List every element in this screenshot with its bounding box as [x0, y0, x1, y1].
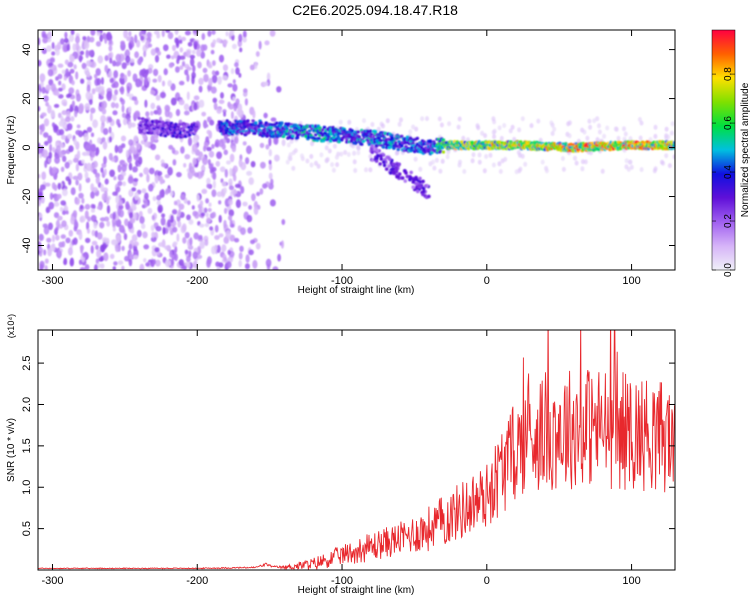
snr-x-axis-label: Height of straight line (km) [298, 585, 415, 596]
spectrogram-y-axis-label: Frequency (Hz) [6, 116, 17, 185]
snr-series-line [38, 330, 675, 570]
colorbar-tick-label: 0.6 [723, 116, 734, 130]
colorbar-tick-label: 0.2 [723, 214, 734, 228]
y-tick-label: -20 [21, 189, 33, 205]
x-tick-label: 100 [622, 575, 640, 587]
snr-frame [37, 329, 676, 571]
x-tick-label: -100 [331, 275, 353, 287]
x-tick-label: -200 [186, 275, 208, 287]
snr-y-axis-label: SNR (10 * v/v) [6, 418, 17, 482]
snr-panel: -300 -200 -100 0 100 0.5 1.0 1.5 2.0 2.5 Height o… [6, 314, 676, 596]
y-tick-label: 0 [21, 144, 33, 150]
x-tick-label: 0 [484, 575, 490, 587]
x-tick-label: -300 [41, 575, 63, 587]
y-tick-label: 2.5 [21, 355, 33, 370]
x-tick-label: 100 [622, 275, 640, 287]
spectrogram-x-axis-label: Height of straight line (km) [298, 285, 415, 296]
y-tick-label: 0.5 [21, 521, 33, 536]
colorbar-frame [711, 29, 736, 271]
chart-title: C2E6.2025.094.18.47.R18 [292, 2, 458, 18]
y-tick-label: -40 [21, 238, 33, 254]
x-tick-label: -200 [186, 575, 208, 587]
x-tick-label: -100 [331, 575, 353, 587]
colorbar-ticks: 0.0 0.2 0.4 0.6 0.8 [712, 67, 735, 277]
colorbar-tick-label: 0.8 [723, 67, 734, 81]
y-tick-label: 40 [21, 43, 33, 55]
colorbar-label: Normalized spectral amplitude [740, 82, 750, 217]
colorbar: 0.0 0.2 0.4 0.6 0.8 Normalized spectral ampl… [711, 29, 750, 277]
y-tick-label: 1.0 [21, 480, 33, 495]
snr-axes: -300 -200 -100 0 100 0.5 1.0 1.5 2.0 2.5 [21, 330, 675, 587]
colorbar-tick-label: 0.0 [723, 263, 734, 277]
colorbar-tick-label: 0.4 [723, 165, 734, 179]
x-tick-label: 0 [484, 275, 490, 287]
y-tick-label: 2.0 [21, 397, 33, 412]
y-tick-label: 1.5 [21, 438, 33, 453]
y-tick-label: 20 [21, 92, 33, 104]
spectrogram-heat-layer [38, 30, 675, 270]
spectrogram-frame [37, 29, 676, 271]
snr-background [38, 330, 675, 570]
x-tick-label: -300 [41, 275, 63, 287]
snr-y-scale-note: (x10⁴) [6, 314, 16, 338]
colorbar-gradient [712, 30, 735, 270]
